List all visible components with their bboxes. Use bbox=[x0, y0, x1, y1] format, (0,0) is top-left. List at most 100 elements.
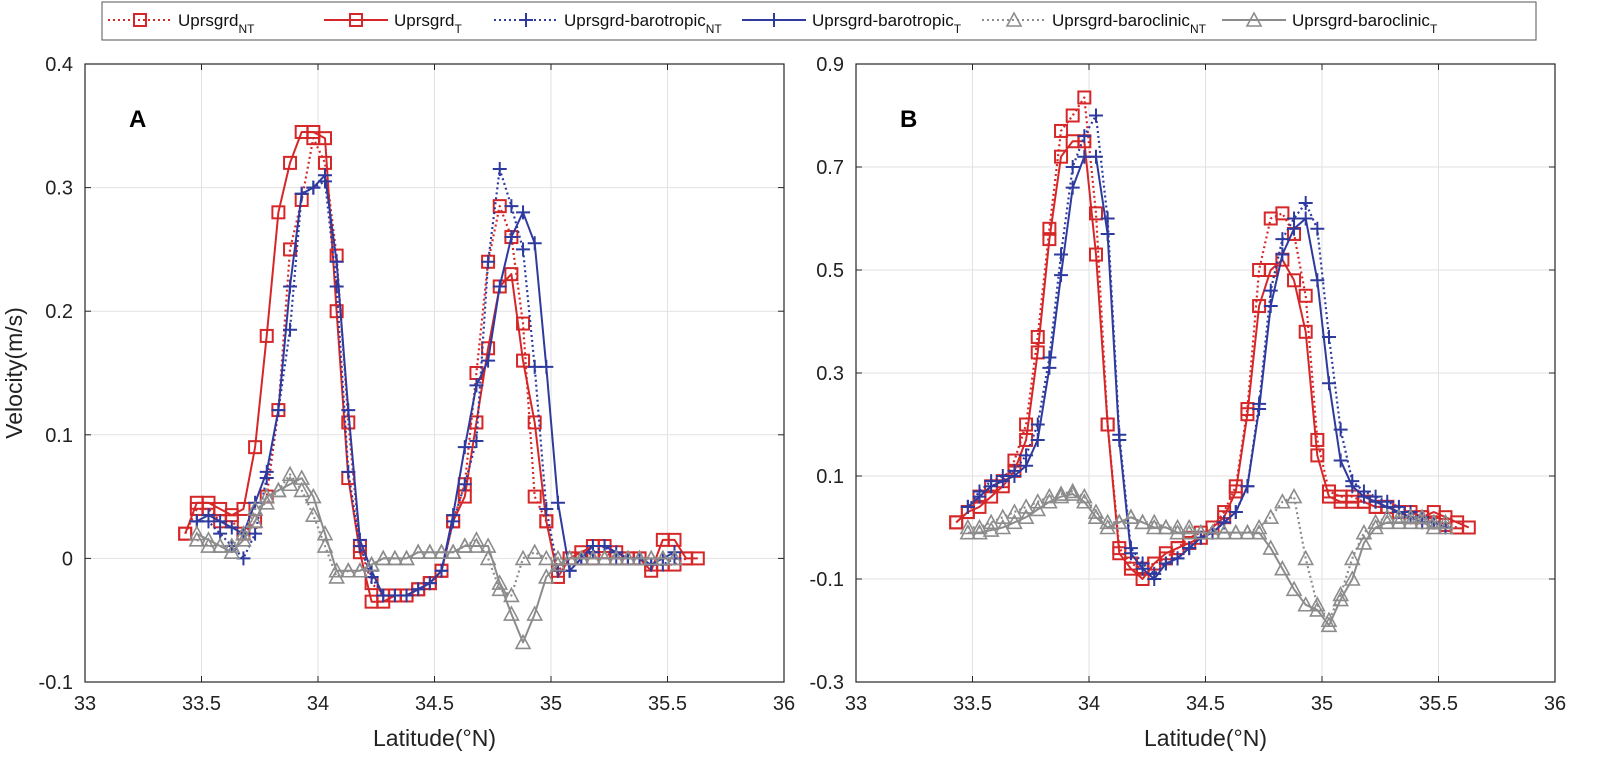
legend-label: UprsgrdT bbox=[394, 11, 462, 36]
legend-label: Uprsgrd-barotropicNT bbox=[564, 11, 722, 36]
x-tick-label: 36 bbox=[1544, 693, 1566, 715]
data-point bbox=[1054, 123, 1069, 138]
data-point bbox=[479, 537, 497, 553]
data-point bbox=[283, 279, 298, 294]
data-point bbox=[259, 464, 274, 479]
data-point bbox=[1088, 108, 1103, 123]
panel-label: B bbox=[900, 106, 917, 133]
data-point bbox=[1298, 288, 1313, 303]
data-point bbox=[1041, 493, 1058, 509]
data-point bbox=[1042, 360, 1057, 375]
data-point bbox=[631, 549, 648, 566]
data-point bbox=[1100, 417, 1115, 432]
data-point bbox=[456, 537, 474, 553]
data-point bbox=[1285, 487, 1303, 504]
data-point bbox=[1297, 549, 1315, 566]
data-point bbox=[526, 543, 544, 560]
legend-label-main: Uprsgrd bbox=[394, 11, 454, 30]
data-point bbox=[1263, 299, 1278, 314]
data-point bbox=[550, 495, 565, 510]
data-point bbox=[1310, 221, 1325, 236]
data-point bbox=[374, 549, 392, 566]
data-point bbox=[1110, 513, 1128, 530]
legend-marker bbox=[1005, 11, 1023, 27]
data-point bbox=[386, 549, 404, 566]
data-point bbox=[504, 199, 519, 214]
data-point bbox=[1065, 180, 1080, 195]
data-point bbox=[1042, 232, 1057, 247]
series-layer bbox=[178, 124, 705, 650]
data-point bbox=[561, 549, 578, 566]
legend-item-bc-nt: Uprsgrd-baroclinicNT bbox=[982, 11, 1207, 36]
data-point bbox=[1287, 273, 1302, 288]
data-point bbox=[1287, 221, 1302, 236]
data-point bbox=[248, 440, 263, 455]
data-point bbox=[1169, 523, 1186, 540]
series-line bbox=[196, 168, 676, 597]
data-point bbox=[305, 506, 322, 522]
data-point bbox=[503, 605, 520, 621]
data-point bbox=[1333, 453, 1348, 468]
panel-label: A bbox=[129, 106, 146, 133]
data-point bbox=[1076, 493, 1093, 509]
data-point bbox=[421, 543, 439, 560]
legend-marker bbox=[349, 13, 363, 27]
data-point bbox=[516, 353, 531, 368]
data-point bbox=[1309, 601, 1326, 617]
legend-label-subscript: T bbox=[1430, 22, 1438, 36]
data-point bbox=[1065, 108, 1080, 123]
data-point bbox=[516, 205, 531, 220]
data-point bbox=[1122, 508, 1140, 524]
data-point bbox=[433, 543, 450, 560]
legend-label-subscript: NT bbox=[1190, 22, 1207, 36]
data-point bbox=[1240, 407, 1255, 422]
data-point bbox=[446, 508, 461, 523]
data-point bbox=[200, 531, 217, 547]
data-point bbox=[1367, 518, 1384, 535]
data-point bbox=[1252, 402, 1267, 417]
data-point bbox=[1017, 508, 1035, 524]
data-point bbox=[1123, 546, 1138, 561]
x-tick-label: 33.5 bbox=[182, 693, 221, 715]
data-point bbox=[1100, 226, 1115, 241]
data-point bbox=[1087, 508, 1105, 524]
data-point bbox=[1274, 560, 1291, 576]
legend-label-subscript: NT bbox=[238, 22, 255, 36]
data-point bbox=[526, 605, 544, 621]
data-point bbox=[469, 433, 484, 448]
data-point bbox=[341, 403, 356, 418]
data-point bbox=[538, 549, 555, 566]
data-point bbox=[1064, 485, 1082, 501]
x-tick-label: 33 bbox=[74, 693, 96, 715]
data-point bbox=[1052, 487, 1070, 504]
data-point bbox=[1275, 232, 1290, 247]
data-point bbox=[235, 531, 252, 547]
legend-label-subscript: T bbox=[454, 22, 462, 36]
data-point bbox=[178, 526, 193, 541]
data-point bbox=[271, 403, 286, 418]
legend-label-main: Uprsgrd-barotropic bbox=[812, 11, 954, 30]
data-point bbox=[949, 515, 964, 530]
data-point bbox=[503, 586, 520, 603]
data-point bbox=[1240, 479, 1255, 494]
data-point bbox=[188, 524, 206, 541]
data-point bbox=[539, 359, 554, 374]
data-point bbox=[1064, 482, 1082, 499]
data-point bbox=[1343, 570, 1361, 586]
data-point bbox=[1017, 498, 1035, 514]
x-tick-label: 35 bbox=[1311, 693, 1333, 715]
data-point bbox=[1321, 376, 1336, 391]
y-tick-label: 0.1 bbox=[816, 466, 844, 488]
data-point bbox=[596, 549, 613, 566]
data-point bbox=[514, 549, 532, 566]
data-point bbox=[1298, 196, 1313, 211]
chart-panel-b: 33 33.5 34 34.5 35 35.5 36 -0.3 -0.1 0.1 0.3 0.5 0.7… bbox=[810, 54, 1567, 751]
y-axis-label: Velocity(m/s) bbox=[1, 307, 27, 439]
data-point bbox=[281, 465, 299, 482]
data-point bbox=[1343, 549, 1361, 566]
data-point bbox=[1402, 513, 1419, 530]
series-line bbox=[196, 477, 675, 644]
y-tick-label: -0.1 bbox=[810, 569, 844, 591]
data-point bbox=[1088, 247, 1103, 262]
